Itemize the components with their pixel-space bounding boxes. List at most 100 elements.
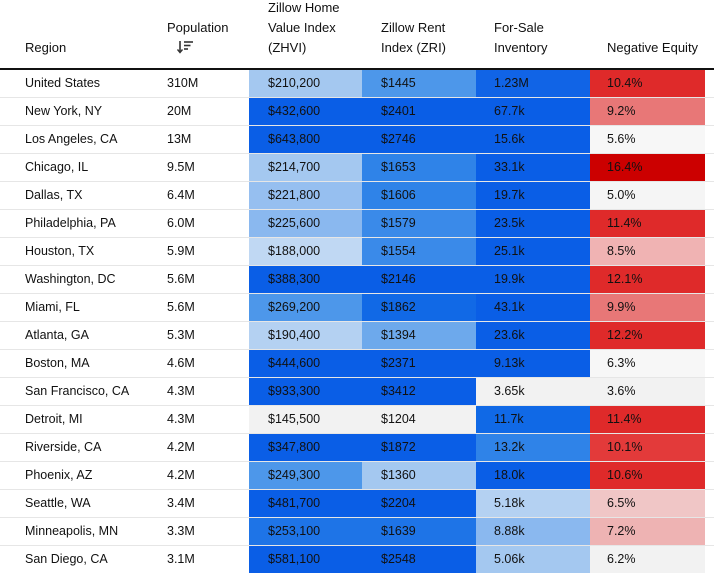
zri-cell: $2204: [362, 490, 476, 517]
region-cell: San Diego, CA: [25, 552, 108, 566]
negative-equity-cell: 12.1%: [590, 266, 705, 293]
region-cell: Detroit, MI: [25, 412, 83, 426]
population-cell: 5.3M: [167, 328, 195, 342]
zri-cell: $2548: [362, 546, 476, 573]
table-row[interactable]: United States 310M $210,200 $1445 1.23M 10.4%: [0, 70, 714, 97]
inventory-cell: 15.6k: [476, 126, 590, 153]
region-cell: Minneapolis, MN: [25, 524, 119, 538]
negative-equity-cell: 16.4%: [590, 154, 705, 181]
zhvi-cell: $481,700: [249, 490, 362, 517]
sort-descending-icon[interactable]: [177, 40, 195, 54]
zri-cell: $2746: [362, 126, 476, 153]
inventory-cell: 25.1k: [476, 238, 590, 265]
region-cell: Seattle, WA: [25, 496, 91, 510]
population-cell: 5.6M: [167, 300, 195, 314]
table-row[interactable]: Detroit, MI 4.3M $145,500 $1204 11.7k 11.4%: [0, 405, 714, 433]
region-header-label: Region: [25, 40, 67, 55]
region-cell: Boston, MA: [25, 356, 90, 370]
inventory-cell: 43.1k: [476, 294, 590, 321]
population-cell: 3.1M: [167, 552, 195, 566]
region-cell: Miami, FL: [25, 300, 80, 314]
table-row[interactable]: Dallas, TX 6.4M $221,800 $1606 19.7k 5.0%: [0, 181, 714, 209]
population-cell: 4.3M: [167, 384, 195, 398]
population-cell: 20M: [167, 104, 192, 118]
zri-cell: $1653: [362, 154, 476, 181]
table-row[interactable]: New York, NY 20M $432,600 $2401 67.7k 9.2%: [0, 97, 714, 125]
region-cell: United States: [25, 76, 101, 90]
table-row[interactable]: Houston, TX 5.9M $188,000 $1554 25.1k 8.5%: [0, 237, 714, 265]
inventory-header-line2: Inventory: [494, 40, 548, 55]
region-cell: Chicago, IL: [25, 160, 89, 174]
table-header: Region Population Zillow Home Value Inde…: [0, 0, 714, 70]
zhvi-cell: $388,300: [249, 266, 362, 293]
zhvi-cell: $210,200: [249, 70, 362, 97]
inventory-cell: 23.6k: [476, 322, 590, 349]
table-row[interactable]: Boston, MA 4.6M $444,600 $2371 9.13k 6.3%: [0, 349, 714, 377]
population-cell: 310M: [167, 76, 199, 90]
zhvi-cell: $253,100: [249, 518, 362, 545]
zri-cell: $1606: [362, 182, 476, 209]
region-cell: Riverside, CA: [25, 440, 102, 454]
negative-equity-cell: 6.2%: [590, 546, 705, 573]
table-row[interactable]: San Francisco, CA 4.3M $933,300 $3412 3.65k 3…: [0, 377, 714, 405]
zhvi-header-line1: Zillow Home: [268, 0, 340, 15]
table-row[interactable]: Seattle, WA 3.4M $481,700 $2204 5.18k 6.5%: [0, 489, 714, 517]
negative-equity-cell: 12.2%: [590, 322, 705, 349]
inventory-cell: 8.88k: [476, 518, 590, 545]
zhvi-cell: $432,600: [249, 98, 362, 125]
column-header-negative-equity[interactable]: Negative Equity: [607, 38, 698, 58]
inventory-cell: 1.23M: [476, 70, 590, 97]
inventory-cell: 19.9k: [476, 266, 590, 293]
population-cell: 4.6M: [167, 356, 195, 370]
inventory-cell: 67.7k: [476, 98, 590, 125]
population-cell: 5.9M: [167, 244, 195, 258]
table-row[interactable]: Los Angeles, CA 13M $643,800 $2746 15.6k 5.6%: [0, 125, 714, 153]
column-header-zhvi[interactable]: Zillow Home Value Index (ZHVI): [268, 0, 340, 58]
inventory-cell: 3.65k: [476, 378, 590, 405]
zri-cell: $1579: [362, 210, 476, 237]
column-header-region[interactable]: Region: [25, 38, 66, 58]
inventory-cell: 5.06k: [476, 546, 590, 573]
population-cell: 4.2M: [167, 468, 195, 482]
table-row[interactable]: Phoenix, AZ 4.2M $249,300 $1360 18.0k 10.6%: [0, 461, 714, 489]
zhvi-cell: $269,200: [249, 294, 362, 321]
population-cell: 3.3M: [167, 524, 195, 538]
zhvi-cell: $249,300: [249, 462, 362, 489]
population-cell: 6.4M: [167, 188, 195, 202]
region-cell: New York, NY: [25, 104, 103, 118]
zhvi-cell: $214,700: [249, 154, 362, 181]
column-header-zri[interactable]: Zillow Rent Index (ZRI): [381, 18, 446, 58]
region-cell: San Francisco, CA: [25, 384, 130, 398]
negative-equity-cell: 5.6%: [590, 126, 705, 153]
table-body: United States 310M $210,200 $1445 1.23M 10.4%…: [0, 70, 714, 573]
region-cell: Washington, DC: [25, 272, 116, 286]
table-row[interactable]: Washington, DC 5.6M $388,300 $2146 19.9k 12.1…: [0, 265, 714, 293]
column-header-inventory[interactable]: For-Sale Inventory: [494, 18, 547, 58]
region-cell: Phoenix, AZ: [25, 468, 93, 482]
negative-equity-cell: 11.4%: [590, 210, 705, 237]
table-row[interactable]: Chicago, IL 9.5M $214,700 $1653 33.1k 16.4%: [0, 153, 714, 181]
region-cell: Philadelphia, PA: [25, 216, 116, 230]
table-row[interactable]: Miami, FL 5.6M $269,200 $1862 43.1k 9.9%: [0, 293, 714, 321]
table-row[interactable]: Atlanta, GA 5.3M $190,400 $1394 23.6k 12.2%: [0, 321, 714, 349]
column-header-population[interactable]: Population: [167, 18, 228, 54]
zri-cell: $1872: [362, 434, 476, 461]
table-row[interactable]: Minneapolis, MN 3.3M $253,100 $1639 8.88k 7.2…: [0, 517, 714, 545]
population-cell: 9.5M: [167, 160, 195, 174]
negative-equity-cell: 6.3%: [590, 350, 705, 377]
negative-equity-cell: 10.1%: [590, 434, 705, 461]
zri-cell: $1639: [362, 518, 476, 545]
zri-cell: $1445: [362, 70, 476, 97]
negative-equity-cell: 5.0%: [590, 182, 705, 209]
zhvi-cell: $581,100: [249, 546, 362, 573]
table-row[interactable]: San Diego, CA 3.1M $581,100 $2548 5.06k 6.2%: [0, 545, 714, 573]
region-cell: Houston, TX: [25, 244, 95, 258]
table-row[interactable]: Riverside, CA 4.2M $347,800 $1872 13.2k 10.1%: [0, 433, 714, 461]
inventory-cell: 19.7k: [476, 182, 590, 209]
zhvi-header-line3: (ZHVI): [268, 40, 307, 55]
zhvi-cell: $188,000: [249, 238, 362, 265]
population-cell: 4.2M: [167, 440, 195, 454]
region-cell: Atlanta, GA: [25, 328, 89, 342]
table-row[interactable]: Philadelphia, PA 6.0M $225,600 $1579 23.5k 11…: [0, 209, 714, 237]
